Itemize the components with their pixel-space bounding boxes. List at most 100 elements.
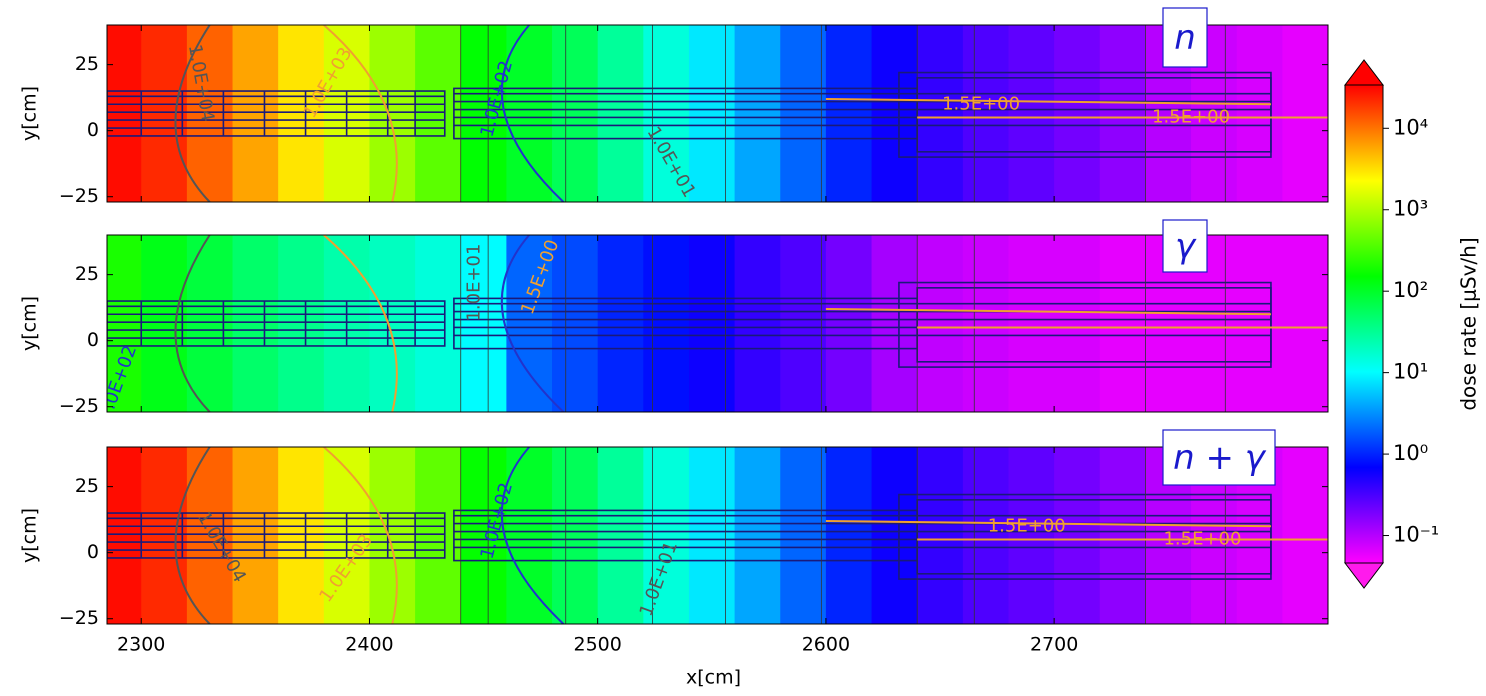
heat-cell bbox=[734, 447, 781, 624]
heat-cell bbox=[186, 235, 234, 412]
heat-cell bbox=[107, 235, 142, 412]
contour-label: 1.5E+00 bbox=[1152, 106, 1230, 127]
y-tick-label: −25 bbox=[59, 395, 99, 417]
y-tick-label: 25 bbox=[75, 475, 99, 497]
x-tick-label: 2300 bbox=[117, 634, 165, 656]
contour bbox=[825, 97, 1328, 119]
y-tick-label: 0 bbox=[87, 329, 99, 351]
heat-cell bbox=[552, 25, 599, 202]
contour bbox=[174, 25, 211, 202]
panel-label: n + γ bbox=[1173, 438, 1267, 478]
heat-cell bbox=[369, 25, 416, 202]
heat-cell bbox=[278, 25, 325, 202]
y-axis-label: y[cm] bbox=[19, 86, 41, 141]
heat-cell bbox=[825, 25, 873, 202]
heat-cell bbox=[917, 235, 964, 412]
heat-cell bbox=[962, 447, 1009, 624]
heat-cell bbox=[107, 447, 142, 624]
heat-cell bbox=[552, 447, 599, 624]
heat-cell bbox=[643, 25, 690, 202]
y-tick-label: 0 bbox=[87, 541, 99, 563]
colorbar bbox=[1345, 85, 1383, 563]
x-tick-label: 2600 bbox=[802, 634, 850, 656]
colorbar-tick-label: 10⁴ bbox=[1393, 115, 1428, 139]
axes-frame bbox=[106, 24, 1329, 203]
y-tick-label: 25 bbox=[75, 53, 99, 75]
heat-cell bbox=[506, 25, 553, 202]
y-axis-label: y[cm] bbox=[19, 508, 41, 563]
heat-cell bbox=[506, 235, 553, 412]
structure bbox=[107, 300, 446, 347]
heat-cell bbox=[688, 25, 736, 202]
heat-cell bbox=[1008, 447, 1055, 624]
contour bbox=[174, 235, 211, 412]
heat-cell bbox=[1054, 25, 1101, 202]
panel-label-box bbox=[1162, 429, 1276, 486]
heat-cell bbox=[780, 235, 827, 412]
heat-cell bbox=[369, 235, 416, 412]
y-axis-label: y[cm] bbox=[19, 296, 41, 351]
colorbar-tick-label: 10⁻¹ bbox=[1393, 523, 1439, 547]
heat-cell bbox=[460, 235, 507, 412]
heat-cell bbox=[1282, 447, 1328, 624]
heat-cell bbox=[1236, 235, 1283, 412]
heat-cell bbox=[917, 25, 964, 202]
plot-area: 1.0E+021.0E+01 1.5E+00 bbox=[107, 235, 1328, 412]
panel-label-box bbox=[1162, 7, 1208, 68]
y-tick-label: −25 bbox=[59, 185, 99, 207]
heat-cell bbox=[107, 25, 142, 202]
heat-cell bbox=[1099, 25, 1146, 202]
heat-cell bbox=[186, 25, 234, 202]
y-tick-label: 0 bbox=[87, 119, 99, 141]
heat-cell bbox=[780, 447, 827, 624]
panel-label-box bbox=[1162, 219, 1208, 273]
heat-cell bbox=[734, 235, 781, 412]
colorbar-tick-label: 10² bbox=[1393, 278, 1428, 302]
contour-label: 1.5E+00 bbox=[1163, 528, 1241, 549]
heat-cell bbox=[962, 235, 1009, 412]
heat-cell bbox=[1008, 235, 1055, 412]
structure bbox=[107, 512, 446, 559]
contour-label: 1.0E+01 bbox=[463, 244, 484, 322]
panel-label: n bbox=[1174, 18, 1196, 58]
contour-label: 1.5E+00 bbox=[942, 93, 1020, 114]
contour bbox=[825, 307, 1328, 329]
contour bbox=[323, 25, 398, 202]
heat-cell bbox=[825, 235, 873, 412]
heat-cell bbox=[506, 447, 553, 624]
axes-frame bbox=[106, 446, 1329, 625]
y-tick-label: −25 bbox=[59, 607, 99, 629]
y-tick-label: 25 bbox=[75, 263, 99, 285]
contour bbox=[174, 447, 211, 624]
heat-cell bbox=[1099, 447, 1146, 624]
structure bbox=[107, 90, 446, 137]
heat-cell bbox=[278, 235, 325, 412]
colorbar-label: dose rate [μSv/h] bbox=[1457, 237, 1481, 410]
contour bbox=[500, 235, 565, 412]
heat-cell bbox=[643, 235, 690, 412]
heat-cell bbox=[1282, 25, 1328, 202]
heat-cell bbox=[780, 25, 827, 202]
x-tick-label: 2700 bbox=[1030, 634, 1078, 656]
colorbar-tick-label: 10⁰ bbox=[1393, 441, 1428, 465]
contour bbox=[500, 25, 565, 202]
contour bbox=[825, 519, 1328, 541]
heat-cell bbox=[552, 235, 599, 412]
colorbar-frame bbox=[1344, 84, 1384, 564]
heat-cell bbox=[141, 447, 188, 624]
heat-cell bbox=[141, 235, 188, 412]
colorbar-tick-label: 10³ bbox=[1393, 197, 1428, 221]
contour bbox=[500, 447, 565, 624]
heat-cell bbox=[369, 447, 416, 624]
panel-label: γ bbox=[1175, 227, 1197, 267]
heat-cell bbox=[1282, 235, 1328, 412]
axes-frame bbox=[106, 234, 1329, 413]
x-tick-label: 2400 bbox=[345, 634, 393, 656]
contour bbox=[323, 235, 398, 412]
heat-cell bbox=[460, 25, 507, 202]
heat-cell bbox=[1054, 447, 1101, 624]
